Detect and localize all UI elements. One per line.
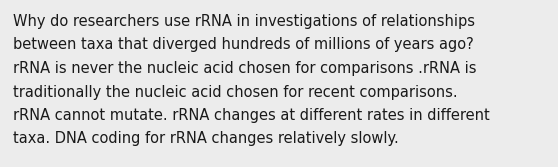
Text: rRNA cannot mutate. rRNA changes at different rates in different: rRNA cannot mutate. rRNA changes at diff… <box>13 108 490 123</box>
Text: traditionally the nucleic acid chosen for recent comparisons.: traditionally the nucleic acid chosen fo… <box>13 85 458 100</box>
Text: between taxa that diverged hundreds of millions of years ago?: between taxa that diverged hundreds of m… <box>13 38 474 52</box>
Text: Why do researchers use rRNA in investigations of relationships: Why do researchers use rRNA in investiga… <box>13 14 475 29</box>
Text: taxa. DNA coding for rRNA changes relatively slowly.: taxa. DNA coding for rRNA changes relati… <box>13 131 399 146</box>
Text: rRNA is never the nucleic acid chosen for comparisons .rRNA is: rRNA is never the nucleic acid chosen fo… <box>13 61 477 76</box>
